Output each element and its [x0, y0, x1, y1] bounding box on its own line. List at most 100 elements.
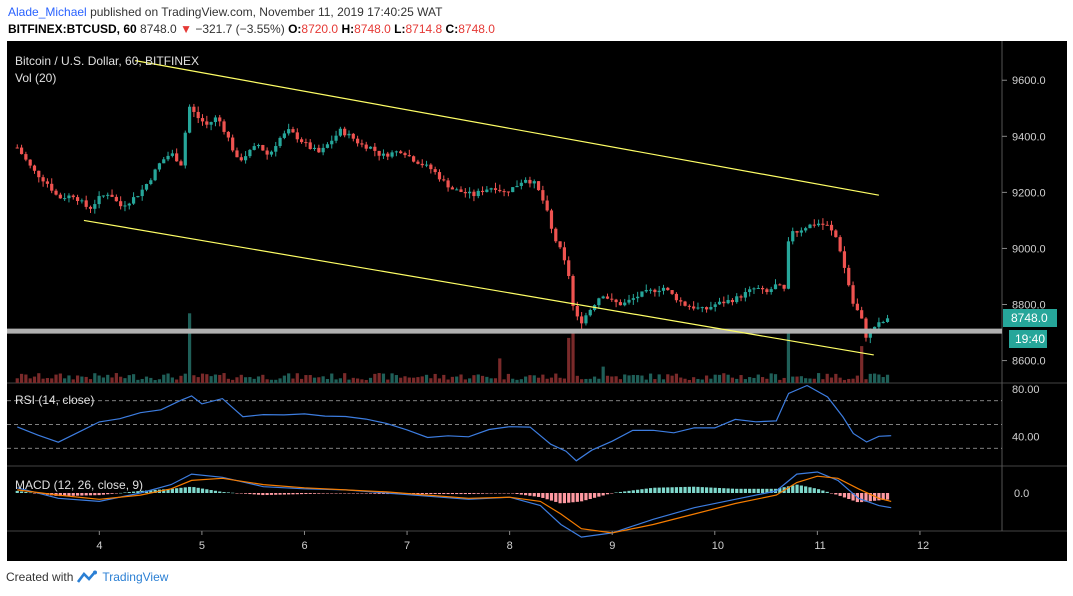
macd-histogram-bar — [300, 493, 304, 495]
macd-histogram-bar — [670, 487, 674, 493]
volume-bar — [730, 377, 735, 383]
candle-body — [37, 170, 41, 178]
volume-bar — [360, 379, 364, 383]
macd-histogram-bar — [558, 493, 562, 504]
volume-bar — [489, 378, 493, 383]
macd-histogram-bar — [213, 490, 218, 493]
volume-bar — [256, 376, 261, 383]
macd-histogram-bar — [795, 484, 799, 493]
macd-histogram-bar — [67, 493, 71, 496]
candle-body — [644, 289, 648, 292]
macd-label: MACD (12, 26, close, 9) — [15, 478, 143, 492]
volume-bar — [373, 373, 377, 383]
candle-body — [614, 299, 618, 303]
candle-body — [739, 296, 743, 298]
candle-body — [278, 137, 282, 147]
candle-body — [252, 146, 256, 150]
volume-bar — [274, 379, 278, 383]
volume-bar — [773, 374, 778, 383]
macd-histogram-bar — [110, 493, 114, 494]
created-with-text: Created with — [6, 570, 74, 584]
volume-bar — [364, 379, 368, 383]
candle-body — [549, 210, 554, 229]
author-link[interactable]: Alade_Michael — [8, 5, 87, 19]
macd-tick-label: 0.0 — [1014, 488, 1029, 500]
candle-body — [868, 331, 872, 338]
candle-body — [183, 132, 187, 166]
volume-bar — [679, 377, 683, 383]
volume-bar — [114, 373, 118, 383]
macd-histogram-bar — [377, 493, 381, 494]
macd-histogram-bar — [614, 492, 618, 494]
volume-bar — [472, 375, 476, 383]
volume-bar — [63, 378, 67, 383]
macd-histogram-bar — [192, 487, 196, 493]
macd-histogram-bar — [222, 492, 226, 493]
macd-histogram-bar — [205, 489, 209, 493]
volume-bar — [243, 377, 248, 383]
volume-bar — [399, 377, 403, 383]
candle-body — [709, 306, 713, 310]
candle-body — [541, 190, 545, 201]
close-value: 8748.0 — [458, 22, 495, 36]
macd-histogram-bar — [338, 493, 342, 494]
candle-body — [300, 139, 304, 143]
volume-bar — [804, 378, 808, 383]
time-tick-label: 12 — [917, 540, 929, 552]
macd-histogram-bar — [239, 493, 243, 494]
candle-body — [416, 161, 420, 164]
rsi-line — [17, 384, 892, 462]
volume-bar — [75, 375, 80, 383]
volume-bar — [28, 378, 32, 383]
macd-histogram-bar — [704, 487, 709, 493]
macd-histogram-bar — [536, 493, 541, 497]
candle-body — [373, 146, 377, 151]
macd-histogram-bar — [700, 487, 704, 493]
volume-bar — [166, 373, 170, 383]
macd-histogram-bar — [610, 493, 614, 494]
macd-histogram-bar — [489, 493, 493, 494]
volume-bar — [872, 373, 877, 383]
candle-body — [696, 307, 700, 309]
high-label: H: — [341, 22, 355, 36]
macd-histogram-bar — [554, 493, 558, 502]
volume-bar — [325, 379, 330, 383]
volume-bar — [605, 375, 610, 383]
volume-bar — [41, 378, 45, 383]
macd-histogram-bar — [808, 487, 812, 493]
macd-histogram-bar — [291, 493, 295, 495]
volume-bar — [338, 378, 342, 383]
volume-bar — [515, 379, 519, 383]
volume-bar — [192, 375, 196, 383]
chart-svg: 9600.0 9400.0 9200.0 9000.0 8800.0 8600.0 4 5 6 7… — [7, 41, 1067, 552]
macd-histogram-bar — [584, 493, 588, 501]
candle-body — [722, 301, 726, 304]
tradingview-brand[interactable]: TradingView — [102, 570, 169, 584]
volume-bar — [248, 377, 252, 383]
chart-area[interactable]: 9600.0 9400.0 9200.0 9000.0 8800.0 8600.0 4 5 6 7… — [7, 41, 1067, 561]
candle-body — [424, 164, 429, 166]
macd-histogram-bar — [446, 493, 450, 495]
macd-histogram-bar — [778, 488, 782, 493]
candle-body — [325, 144, 330, 148]
macd-histogram-bar — [601, 493, 605, 496]
volume-bar — [183, 373, 187, 383]
candle-body — [213, 117, 218, 123]
macd-histogram-bar — [252, 493, 256, 495]
macd-histogram-bar — [674, 487, 679, 493]
candle-body — [28, 159, 32, 166]
volume-bar — [812, 378, 816, 383]
candle-body — [106, 194, 110, 196]
volume-bar — [864, 379, 868, 383]
macd-histogram-bar — [786, 486, 791, 493]
volume-bar — [80, 376, 84, 383]
candle-body — [864, 318, 868, 338]
candle-body — [19, 147, 24, 155]
macd-histogram-bar — [713, 487, 717, 493]
macd-histogram-bar — [648, 488, 653, 493]
macd-histogram-bar — [450, 493, 454, 495]
price-tick-label: 9600.0 — [1012, 75, 1046, 87]
candle-body — [498, 189, 502, 192]
candle-body — [502, 191, 506, 193]
volume-bar — [717, 374, 722, 383]
